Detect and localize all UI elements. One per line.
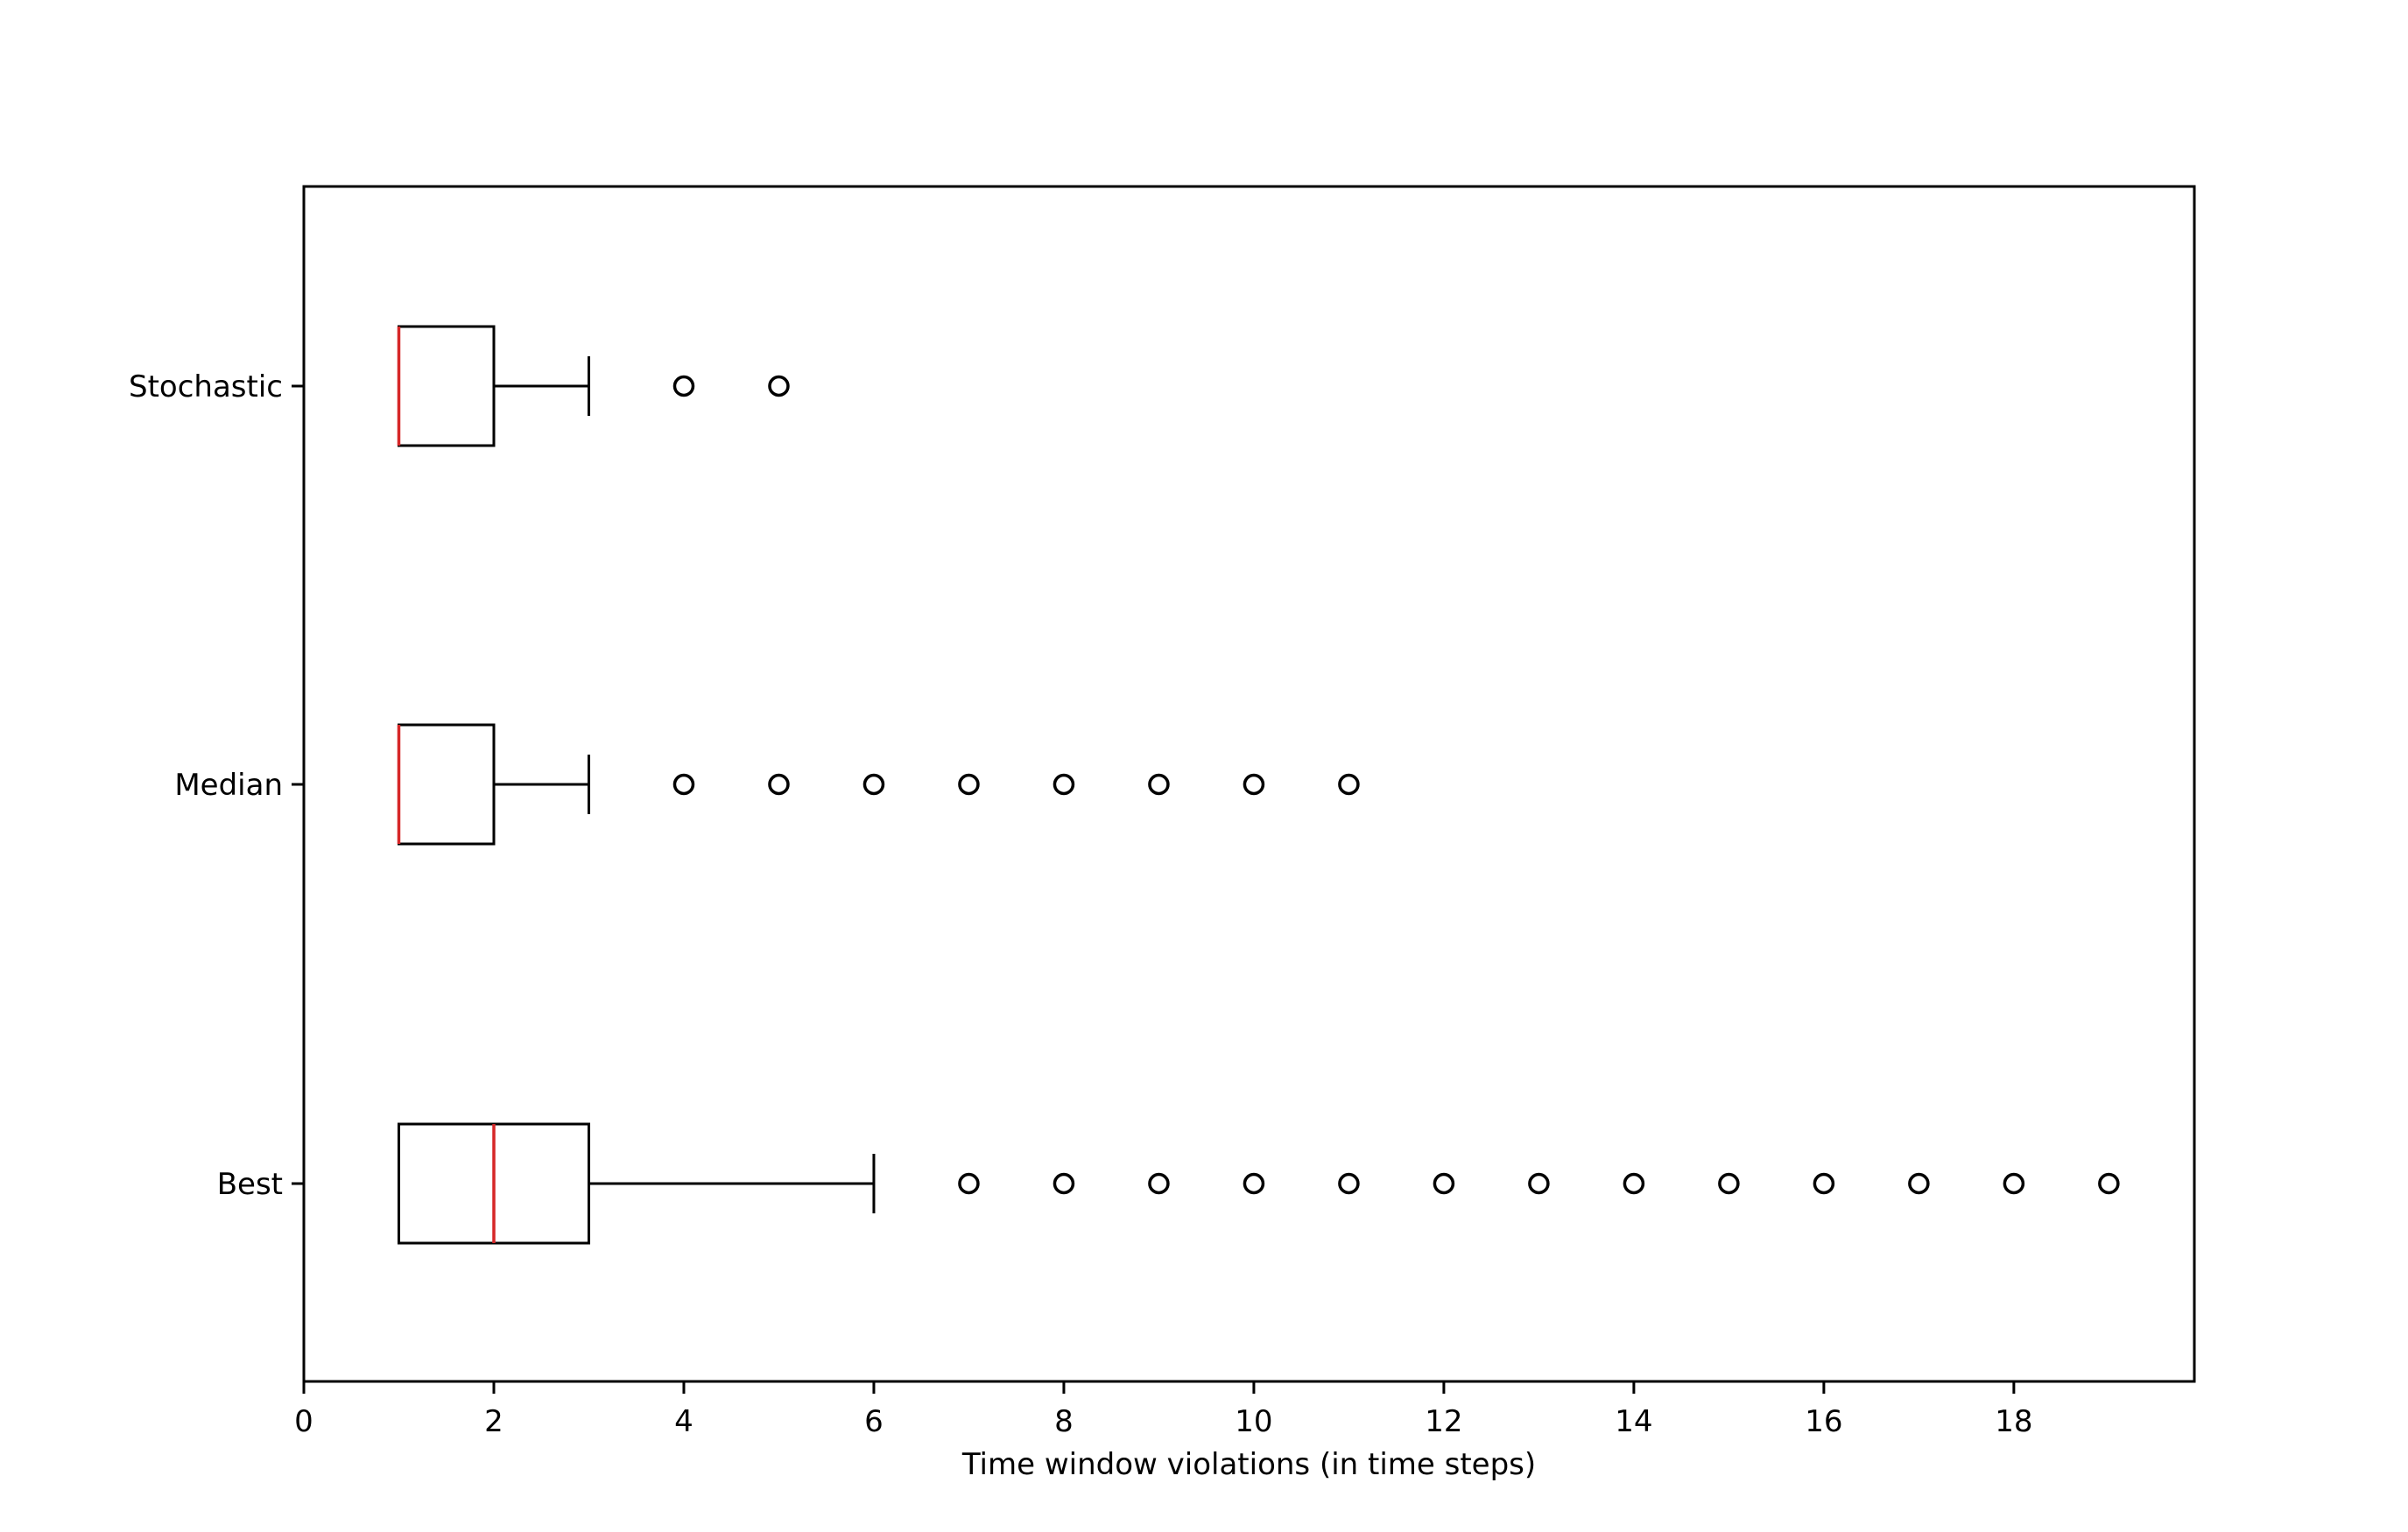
outlier-point-best <box>2003 1172 2025 1195</box>
x-tick-label: 8 <box>1054 1404 1074 1439</box>
outlier-point-best <box>958 1172 980 1195</box>
outlier-point-best <box>1718 1172 1740 1195</box>
x-tick-label: 10 <box>1235 1404 1272 1439</box>
outlier-point-best <box>1053 1172 1075 1195</box>
outlier-point-median <box>768 773 790 796</box>
outlier-point-best <box>1813 1172 1835 1195</box>
y-tick-label-best: Best <box>217 1167 283 1202</box>
outlier-point-median <box>1053 773 1075 796</box>
outlier-point-stochastic <box>768 375 790 397</box>
y-tick-label-stochastic: Stochastic <box>129 369 283 404</box>
y-tick-label-median: Median <box>174 768 283 803</box>
plot-layer <box>397 325 2120 1245</box>
outlier-point-best <box>1433 1172 1455 1195</box>
x-tick-label: 18 <box>1995 1404 2032 1439</box>
outlier-point-median <box>672 773 695 796</box>
x-tick-label: 2 <box>484 1404 503 1439</box>
outlier-point-best <box>1243 1172 1265 1195</box>
outlier-point-best <box>2098 1172 2120 1195</box>
axis-layer: 0 2 4 6 8 10 12 14 16 18 Best Median Stochastic <box>129 369 2032 1439</box>
outlier-point-median <box>1243 773 1265 796</box>
outlier-point-best <box>1908 1172 1930 1195</box>
outlier-point-median <box>863 773 885 796</box>
x-axis-label: Time window violations (in time steps) <box>961 1447 1536 1482</box>
x-tick-label: 16 <box>1805 1404 1842 1439</box>
x-tick-label: 6 <box>864 1404 884 1439</box>
outlier-point-median <box>958 773 980 796</box>
outlier-point-best <box>1148 1172 1170 1195</box>
outlier-point-best <box>1623 1172 1645 1195</box>
x-tick-label: 4 <box>674 1404 694 1439</box>
x-tick-label: 12 <box>1425 1404 1462 1439</box>
outlier-point-median <box>1338 773 1360 796</box>
x-tick-label: 14 <box>1615 1404 1652 1439</box>
outlier-point-best <box>1528 1172 1550 1195</box>
x-tick-label: 0 <box>294 1404 313 1439</box>
outlier-point-best <box>1338 1172 1360 1195</box>
outlier-point-median <box>1148 773 1170 796</box>
outlier-point-stochastic <box>672 375 695 397</box>
